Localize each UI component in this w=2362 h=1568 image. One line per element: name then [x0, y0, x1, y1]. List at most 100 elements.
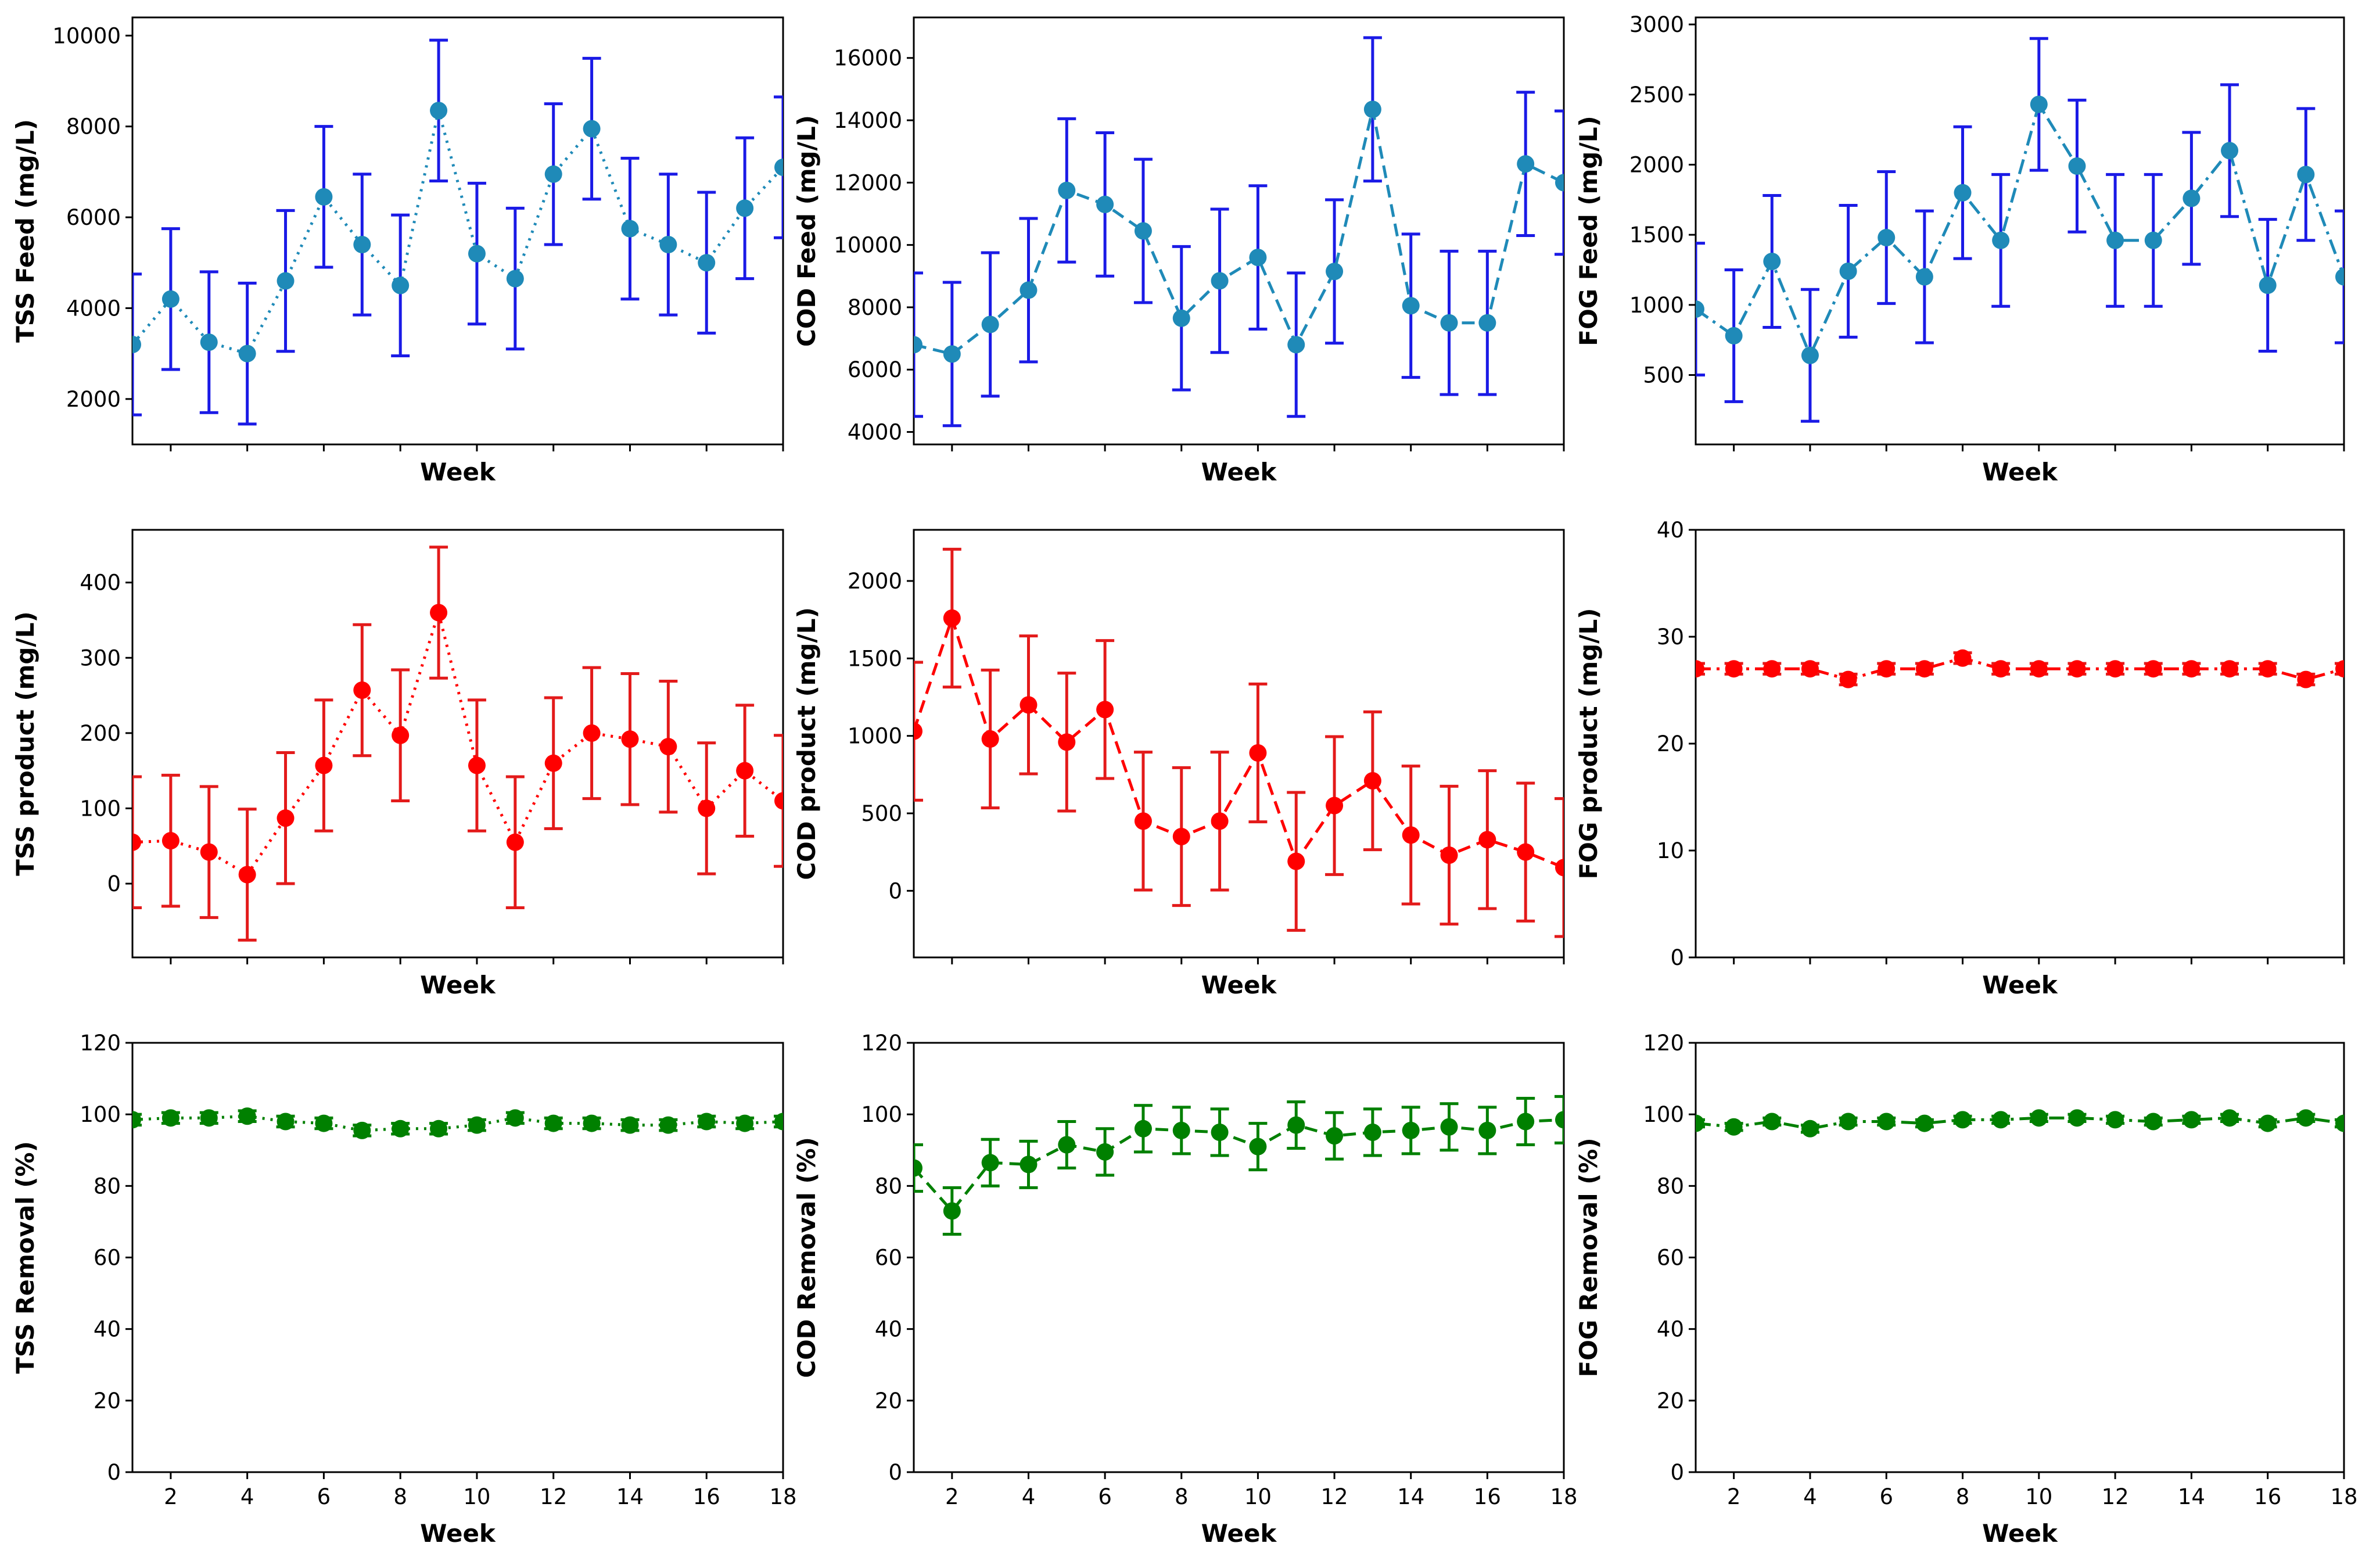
fog-feed-series-line: [1696, 101, 2344, 360]
cod-feed-data-point: [981, 315, 999, 333]
tss-removal-xtick-label: 6: [317, 1484, 331, 1509]
tss-feed-data-point: [468, 245, 486, 263]
fog-product-data-point: [1839, 670, 1857, 688]
tss-removal-data-point: [468, 1116, 486, 1134]
cod-removal-data-point: [1402, 1121, 1420, 1139]
tss-feed-data-point: [161, 290, 180, 308]
cod-removal-data-point: [1363, 1123, 1381, 1141]
cod-feed-data-point: [1478, 314, 1496, 332]
tss-feed-data-point: [238, 345, 256, 363]
tss-product-errorbar: [774, 734, 783, 868]
fog-removal-xtick-label: 2: [1727, 1484, 1741, 1509]
cod-removal-data-point: [943, 1202, 961, 1220]
tss-product-data-point: [238, 866, 256, 884]
cod-product-axes-frame: [913, 529, 1565, 959]
fog-feed-ytick-label: 1000: [1629, 293, 1684, 318]
cod-removal-data-point: [1249, 1138, 1267, 1156]
fog-feed-data-point: [1915, 268, 1933, 286]
fog-removal-data-point: [2297, 1109, 2315, 1127]
tss-removal-data-point: [315, 1114, 333, 1132]
fog-feed-data-point: [2297, 166, 2315, 184]
fog-product-ytick-label: 0: [1670, 945, 1684, 970]
tss-removal-xtick-label: 14: [616, 1484, 644, 1509]
fog-removal-ytick-label: 40: [1657, 1317, 1684, 1342]
tss-feed-data-point: [315, 188, 333, 206]
cod-product-data-point: [1020, 696, 1038, 714]
cod-feed-data-point: [1402, 297, 1420, 315]
cod-removal-data-point: [1172, 1121, 1190, 1139]
cod-product-data-point: [1058, 733, 1076, 751]
tss-removal-ylabel: TSS Removal (%): [11, 1141, 40, 1374]
fog-feed-data-point: [1839, 262, 1857, 280]
cod-removal-data: [914, 1095, 1564, 1236]
tss-removal-ytick-label: 20: [94, 1388, 121, 1413]
tss-feed-data-point: [774, 159, 783, 177]
fog-feed-ytick-label: 2000: [1629, 152, 1684, 177]
tss-removal-chart: 0 20 40 60 80 100 120 2 4 6 8 10 12 14 16 18 Week TSS Rem…: [11, 1031, 797, 1548]
cod-removal-errorbar: [914, 1143, 923, 1193]
tss-removal-xtick-label: 18: [769, 1484, 796, 1509]
tss-removal-axes-frame: [131, 1042, 784, 1473]
tss-product-ytick-label: 200: [80, 721, 121, 746]
cod-product-data-point: [1440, 846, 1458, 864]
cod-removal-ytick-label: 100: [861, 1102, 902, 1127]
tss-feed-data-point: [132, 335, 141, 353]
fog-removal-data-point: [1915, 1114, 1933, 1132]
cod-removal-data-point: [914, 1159, 922, 1177]
cod-feed-data-point: [1440, 314, 1458, 332]
tss-removal-xtick-label: 12: [540, 1484, 567, 1509]
fog-product-ytick-label: 30: [1657, 625, 1684, 650]
tss-removal-data-point: [161, 1109, 180, 1127]
tss-removal-ytick-label: 0: [107, 1460, 121, 1485]
tss-feed-xlabel: Week: [420, 458, 496, 486]
tss-product-data-point: [736, 762, 754, 780]
fog-product-data-point: [1696, 660, 1704, 678]
fog-feed-data-point: [2030, 95, 2048, 113]
tss-removal-data-point: [774, 1113, 783, 1131]
cod-removal-data-point: [1517, 1113, 1535, 1131]
fog-feed-ytick-label: 1500: [1629, 223, 1684, 247]
cod-product-data: [914, 547, 1564, 938]
fog-product-data-point: [1915, 660, 1933, 678]
fog-feed-ytick-label: 500: [1643, 363, 1684, 388]
tss-removal-data-point: [583, 1114, 601, 1132]
fog-product-data-point: [2068, 660, 2086, 678]
cod-product-data-point: [981, 730, 999, 748]
cod-product-data-point: [1249, 744, 1267, 762]
fog-removal-ytick-label: 0: [1670, 1460, 1684, 1485]
fog-product-data-point: [1954, 649, 1972, 667]
cod-feed-data-point: [943, 345, 961, 363]
cod-removal-ytick-label: 60: [875, 1246, 902, 1271]
fog-removal-xtick-label: 8: [1956, 1484, 1970, 1509]
tss-product-data-point: [659, 738, 677, 756]
fog-feed-errorbar: [2335, 209, 2344, 345]
cod-removal-data-point: [1211, 1123, 1229, 1141]
fog-removal-ylabel: FOG Removal (%): [1574, 1138, 1603, 1377]
cod-product-ylabel: COD product (mg/L): [792, 607, 821, 880]
fog-feed-data-point: [1725, 326, 1743, 345]
cod-product-ytick-label: 0: [888, 878, 902, 903]
fog-removal-xtick-label: 14: [2178, 1484, 2205, 1509]
tss-removal-xlabel: Week: [420, 1519, 496, 1548]
fog-feed-data-point: [2144, 231, 2162, 249]
fog-removal-data-point: [1992, 1111, 2010, 1129]
cod-removal-xtick-label: 4: [1022, 1484, 1036, 1509]
tss-product-chart: 0 100 200 300 400 Week TSS product (mg/L): [11, 529, 784, 999]
fog-removal-ytick-label: 100: [1643, 1102, 1684, 1127]
cod-removal-xlabel: Week: [1201, 1519, 1277, 1548]
tss-product-data-point: [468, 756, 486, 774]
tss-removal-ytick-label: 80: [94, 1174, 121, 1199]
tss-product-data-point: [132, 833, 141, 851]
fog-removal-series-line: [1696, 1116, 2344, 1131]
cod-product-data-point: [1172, 828, 1190, 845]
tss-feed-data-point: [583, 120, 601, 138]
cod-feed-errorbar: [1555, 109, 1564, 256]
tss-feed-data-point: [506, 270, 524, 288]
fog-feed-errorbar: [1696, 242, 1705, 377]
tss-product-ytick-label: 300: [80, 645, 121, 670]
cod-removal-xtick-label: 10: [1244, 1484, 1272, 1509]
fog-product-data-point: [1763, 660, 1781, 678]
cod-feed-errorbar: [914, 271, 923, 418]
fog-product-data-point: [2030, 660, 2048, 678]
